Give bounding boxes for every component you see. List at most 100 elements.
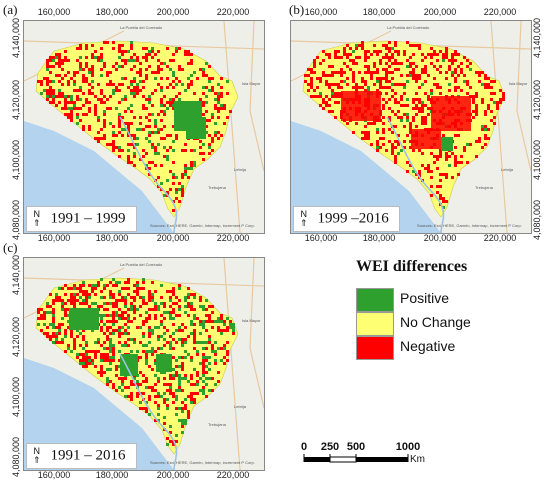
- change-cell: [190, 59, 193, 62]
- change-cell: [142, 95, 145, 98]
- change-cell: [442, 56, 445, 59]
- change-cell: [136, 89, 139, 92]
- change-cell: [199, 362, 202, 365]
- change-cell: [73, 284, 76, 287]
- change-cell: [154, 317, 157, 320]
- change-cell: [211, 149, 214, 152]
- change-cell: [145, 152, 148, 155]
- change-cell: [331, 74, 334, 77]
- change-cell: [196, 353, 199, 356]
- change-cell: [406, 161, 409, 164]
- change-cell: [127, 125, 130, 128]
- change-cell: [139, 314, 142, 317]
- change-cell: [208, 377, 211, 380]
- change-cell: [163, 344, 166, 347]
- change-cell: [175, 359, 178, 362]
- change-cell: [112, 317, 115, 320]
- change-cell: [94, 137, 97, 140]
- change-cell: [172, 374, 175, 377]
- legend-swatch-positive: [356, 288, 394, 312]
- change-cell: [49, 305, 52, 308]
- change-cell: [367, 89, 370, 92]
- change-cell: [97, 305, 100, 308]
- change-cell: [328, 65, 331, 68]
- change-cell: [391, 95, 394, 98]
- change-cell: [397, 143, 400, 146]
- change-cell: [430, 92, 433, 95]
- change-cell: [181, 368, 184, 371]
- change-cell: [454, 68, 457, 71]
- change-cell: [58, 329, 61, 332]
- change-cell: [85, 98, 88, 101]
- change-cell: [190, 80, 193, 83]
- change-cell: [58, 92, 61, 95]
- change-cell: [454, 86, 457, 89]
- change-cell: [364, 59, 367, 62]
- change-cell: [145, 353, 148, 356]
- change-cell: [106, 107, 109, 110]
- x-tick-label: 200,000: [423, 233, 457, 243]
- river-line: [119, 353, 178, 470]
- change-cell: [403, 50, 406, 53]
- change-cell: [124, 332, 127, 335]
- change-cell: [91, 68, 94, 71]
- change-cell: [322, 98, 325, 101]
- change-cell: [151, 329, 154, 332]
- change-cell: [466, 83, 469, 86]
- change-cell: [118, 365, 121, 368]
- change-cell: [91, 329, 94, 332]
- change-cell: [103, 347, 106, 350]
- change-cell: [166, 155, 169, 158]
- change-cell: [142, 299, 145, 302]
- change-cell: [184, 374, 187, 377]
- change-cell: [43, 311, 46, 314]
- change-cell: [166, 86, 169, 89]
- change-cell: [79, 65, 82, 68]
- change-cell: [82, 284, 85, 287]
- change-cell: [193, 323, 196, 326]
- change-cell: [226, 353, 229, 356]
- change-cell: [127, 50, 130, 53]
- change-cell: [190, 167, 193, 170]
- change-cell: [184, 341, 187, 344]
- change-cell: [421, 122, 424, 125]
- change-block: [441, 137, 453, 151]
- change-cell: [313, 65, 316, 68]
- change-cell: [103, 284, 106, 287]
- change-cell: [139, 305, 142, 308]
- change-cell: [172, 401, 175, 404]
- change-cell: [133, 284, 136, 287]
- change-cell: [394, 41, 397, 44]
- change-cell: [337, 92, 340, 95]
- basemap-label-right-top: Isla Mayor: [242, 81, 261, 86]
- change-cell: [391, 143, 394, 146]
- change-cell: [82, 80, 85, 83]
- change-cell: [151, 143, 154, 146]
- change-cell: [85, 62, 88, 65]
- change-cell: [148, 326, 151, 329]
- change-cell: [433, 77, 436, 80]
- change-cell: [142, 86, 145, 89]
- change-cell: [175, 197, 178, 200]
- change-cell: [328, 104, 331, 107]
- change-cell: [175, 371, 178, 374]
- change-cell: [310, 80, 313, 83]
- x-tick-label: 200,000: [156, 233, 190, 243]
- change-cell: [190, 395, 193, 398]
- change-cell: [472, 110, 475, 113]
- change-cell: [217, 371, 220, 374]
- change-cell: [193, 332, 196, 335]
- change-cell: [55, 62, 58, 65]
- change-cell: [367, 137, 370, 140]
- scale-bar: 0 250 500 1000 Km: [301, 441, 432, 469]
- change-cell: [415, 107, 418, 110]
- change-cell: [142, 302, 145, 305]
- change-cell: [61, 62, 64, 65]
- change-cell: [82, 302, 85, 305]
- change-cell: [202, 380, 205, 383]
- change-cell: [199, 305, 202, 308]
- change-cell: [217, 329, 220, 332]
- change-cell: [139, 371, 142, 374]
- change-cell: [106, 329, 109, 332]
- change-cell: [169, 347, 172, 350]
